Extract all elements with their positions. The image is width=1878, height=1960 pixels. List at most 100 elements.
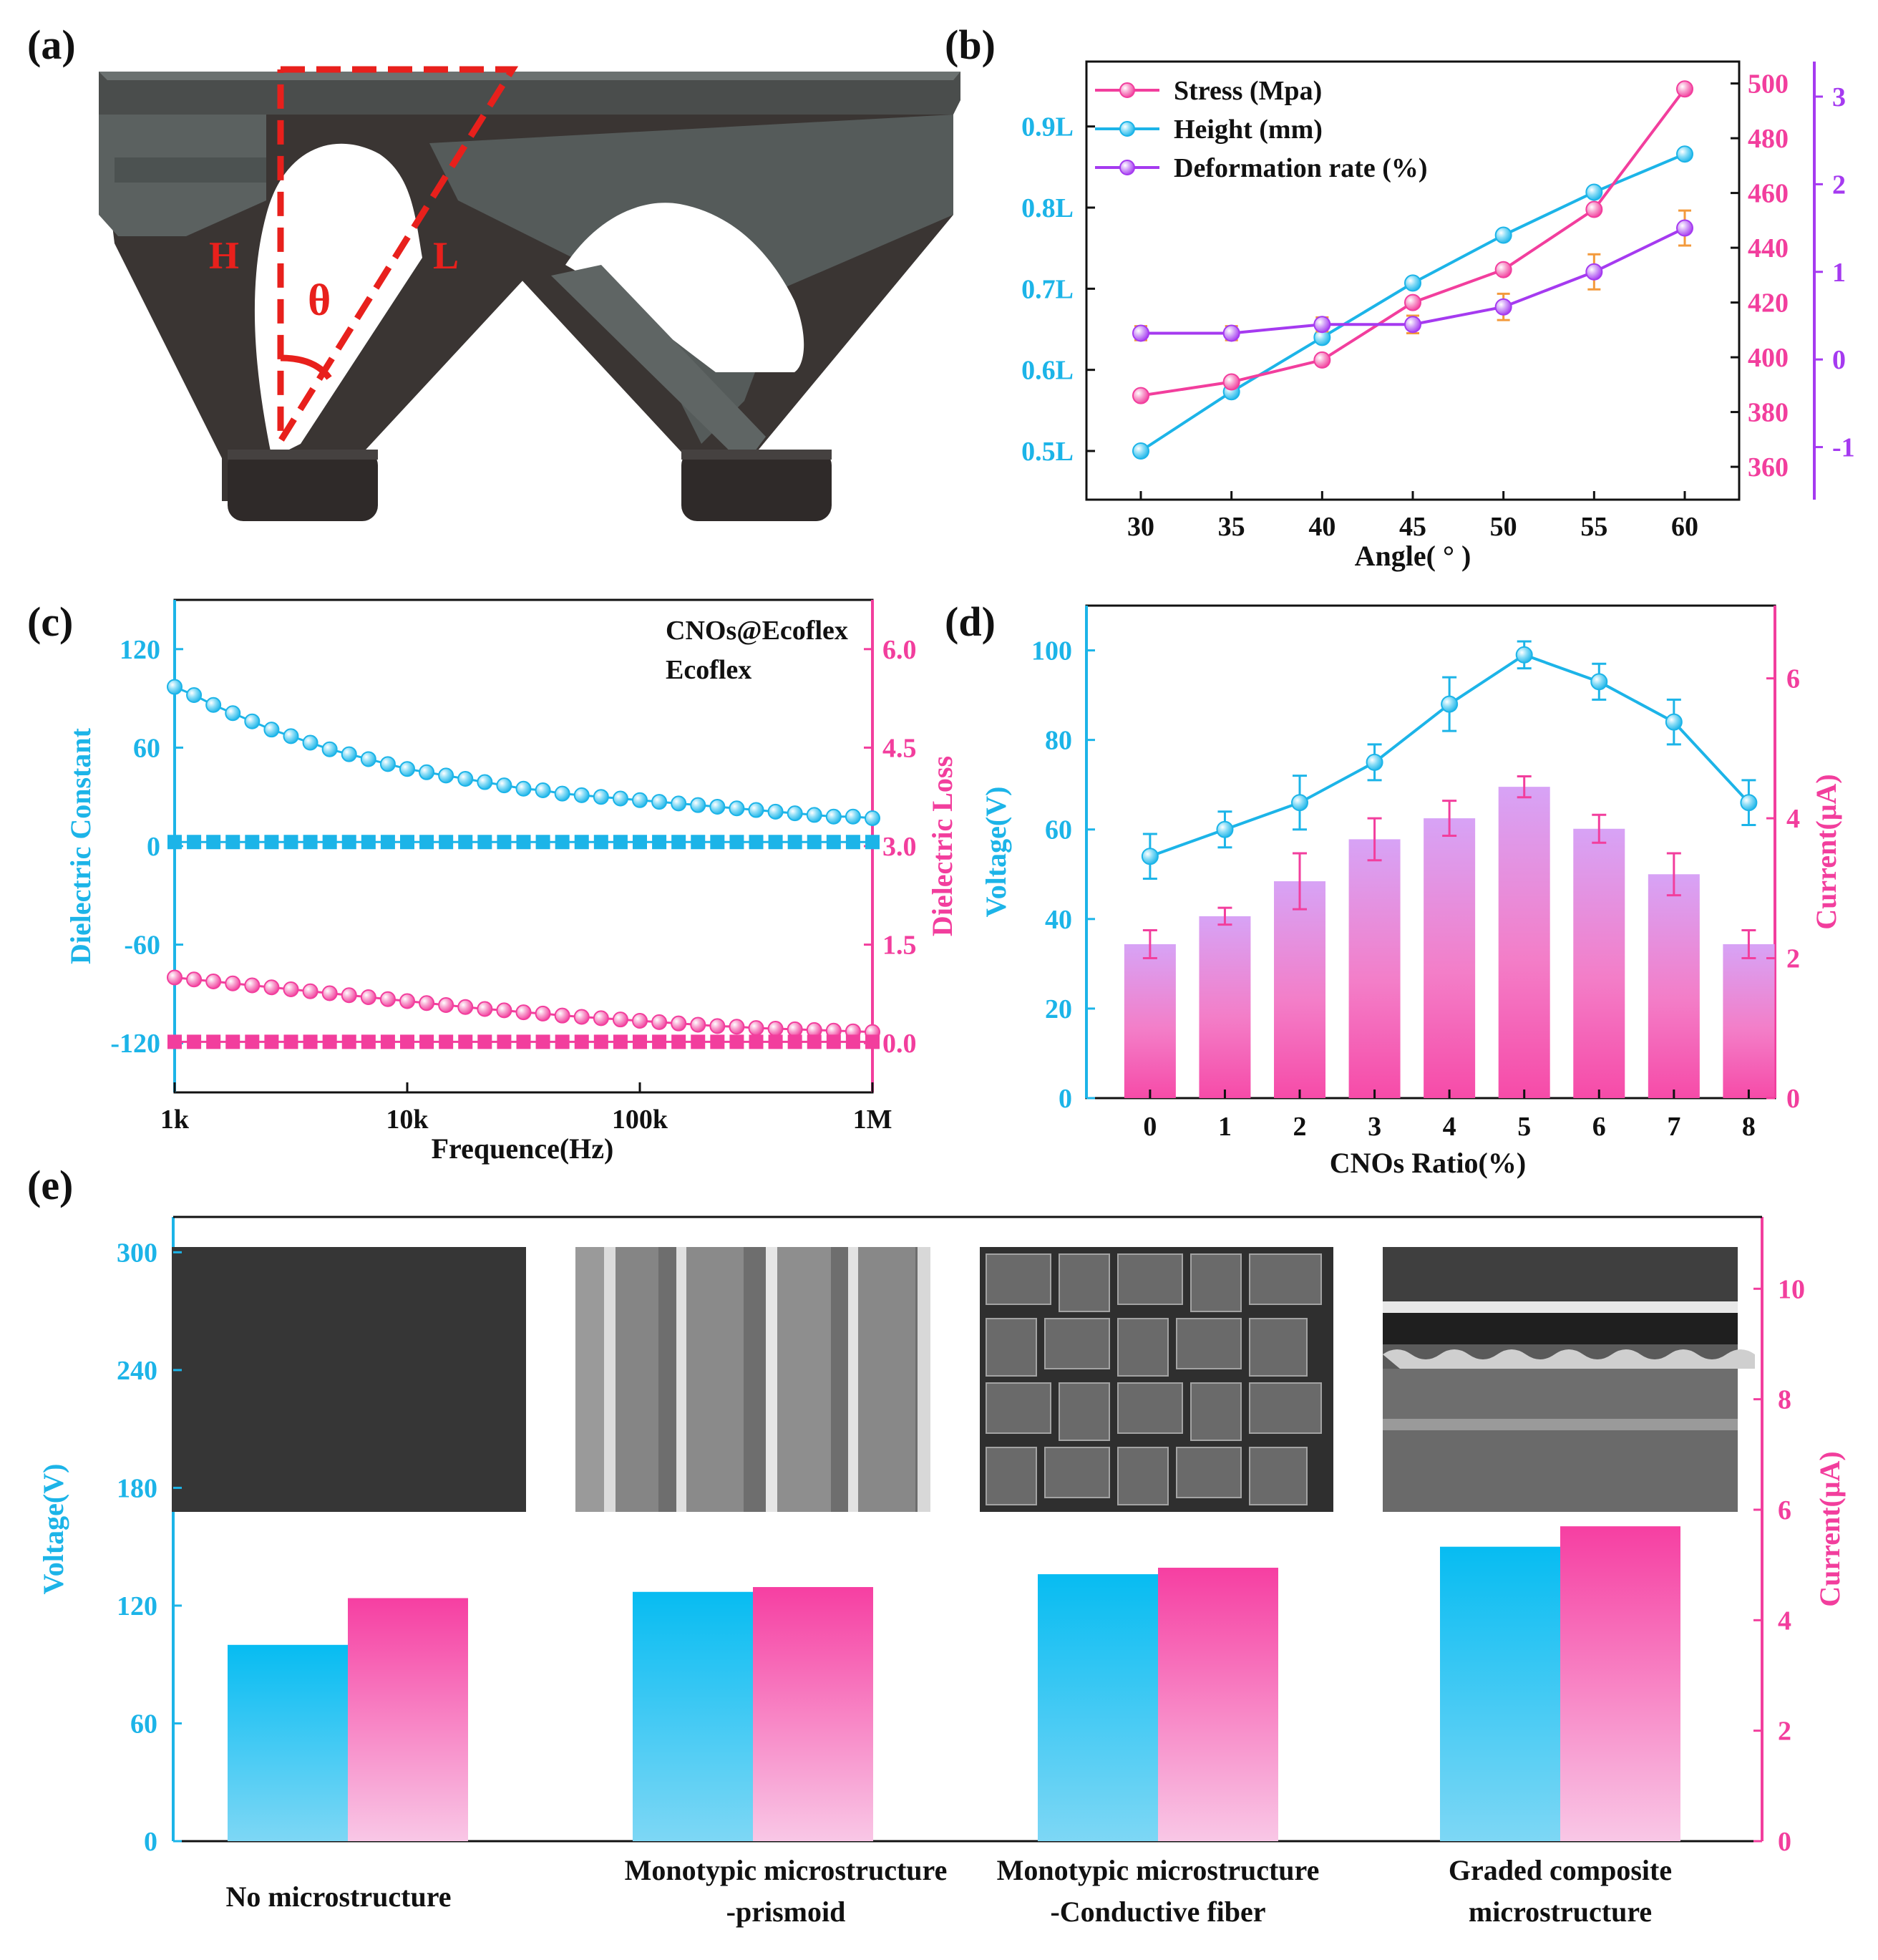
point-constant-cnos-ecoflex: [729, 800, 745, 817]
point-constant-cnos-ecoflex: [477, 774, 493, 790]
tick-label-angle: 40: [1308, 512, 1335, 542]
axis-stress-ticks: 360 380 400 420 440 460 480 500: [1731, 69, 1789, 482]
point-loss-cnos-ecoflex: [205, 973, 222, 989]
point-constant-ecoflex: [380, 835, 395, 850]
point-constant-cnos-ecoflex: [302, 734, 318, 751]
tick-label-stress: 500: [1748, 69, 1789, 100]
tick-label-height: 0.7L: [1021, 274, 1074, 304]
point-loss-cnos-ecoflex: [379, 991, 396, 1007]
tick-label-current: 0: [1786, 1084, 1800, 1114]
point-loss-cnos-ecoflex: [167, 969, 183, 986]
point-loss-ecoflex: [341, 1034, 356, 1049]
right-arch-opening: [565, 203, 804, 372]
point-constant-ecoflex: [865, 835, 880, 850]
tick-label-stress: 480: [1748, 124, 1789, 154]
point-voltage: [1515, 646, 1533, 664]
point-constant-cnos-ecoflex: [806, 807, 822, 823]
panel-label-b: (b): [945, 21, 996, 68]
point-constant-cnos-ecoflex: [379, 756, 396, 772]
axis-deformation-ticks: -1 0 1 2 3: [1814, 82, 1855, 463]
point-constant-ecoflex: [691, 835, 706, 850]
tick-label-cnos-ratio: 3: [1368, 1112, 1381, 1142]
point-voltage: [1740, 794, 1758, 812]
panel-label-a: (a): [27, 21, 76, 68]
point-loss-cnos-ecoflex: [457, 999, 474, 1015]
point-deformation: [1585, 263, 1603, 281]
bar-current: [1199, 916, 1251, 1098]
point-constant-cnos-ecoflex: [399, 761, 415, 777]
point-deformation: [1494, 298, 1512, 316]
point-height: [1132, 442, 1149, 460]
panel-a-structure-diagram: H L θ: [99, 66, 960, 521]
point-constant-cnos-ecoflex: [225, 705, 241, 722]
tick-label-dielectric-constant: -120: [110, 1029, 160, 1059]
point-loss-cnos-ecoflex: [244, 977, 261, 994]
sem-image-no-microstructure: [172, 1247, 526, 1512]
point-deformation: [1132, 324, 1149, 342]
point-constant-ecoflex: [826, 835, 841, 850]
point-loss-cnos-ecoflex: [515, 1004, 532, 1021]
point-height: [1404, 274, 1421, 292]
point-constant-cnos-ecoflex: [632, 792, 648, 808]
tick-label-voltage-e: 240: [117, 1356, 157, 1386]
legend-height: Height (mm): [1174, 115, 1323, 145]
point-loss-ecoflex: [516, 1034, 531, 1049]
point-voltage: [1216, 820, 1234, 838]
point-constant-ecoflex: [361, 835, 376, 850]
point-constant-ecoflex: [187, 835, 202, 850]
axis-angle-ticks: 30 35 40 45 50 55 60: [1127, 491, 1698, 542]
point-loss-ecoflex: [264, 1034, 279, 1049]
point-loss-ecoflex: [845, 1034, 860, 1049]
bar-voltage: [1038, 1574, 1158, 1841]
point-loss-ecoflex: [187, 1034, 202, 1049]
tick-label-current-e: 8: [1778, 1385, 1791, 1415]
point-height: [1494, 226, 1512, 244]
tick-label-voltage: 40: [1045, 905, 1072, 935]
point-constant-ecoflex: [555, 835, 570, 850]
point-loss-cnos-ecoflex: [671, 1015, 687, 1032]
tick-label-dielectric-loss: 4.5: [882, 733, 917, 763]
point-loss-cnos-ecoflex: [302, 983, 318, 999]
x-axis-title-angle: Angle( ° ): [1355, 540, 1471, 572]
point-voltage: [1441, 695, 1459, 713]
point-constant-cnos-ecoflex: [341, 746, 357, 762]
top-slab-highlight: [99, 72, 960, 80]
tick-label-dielectric-constant: -60: [124, 931, 160, 961]
c-series-layer: [167, 679, 880, 1049]
tick-label-cnos-ratio: 2: [1293, 1112, 1307, 1142]
bar-current: [1158, 1568, 1278, 1841]
axis-current-ticks-e: 0 2 4 6 8 10: [1753, 1274, 1805, 1857]
point-constant-ecoflex: [322, 835, 337, 850]
legend-stress: Stress (Mpa): [1174, 76, 1322, 106]
point-deformation: [1676, 219, 1693, 237]
category-label: Graded composite: [1449, 1854, 1672, 1886]
tick-label-voltage-e: 0: [144, 1827, 157, 1857]
tick-label-height: 0.5L: [1021, 437, 1074, 467]
point-loss-ecoflex: [691, 1034, 706, 1049]
d-current-bars: [1124, 775, 1775, 1098]
x-axis-title-frequency: Frequence(Hz): [432, 1132, 614, 1165]
point-loss-cnos-ecoflex: [535, 1005, 551, 1022]
point-loss-cnos-ecoflex: [612, 1011, 628, 1028]
point-loss-ecoflex: [400, 1034, 414, 1049]
bar-current: [1274, 881, 1326, 1098]
axis-voltage-ticks-e: 0 60 120 180 240 300: [117, 1238, 182, 1857]
tick-label-voltage-e: 60: [130, 1709, 157, 1739]
point-constant-cnos-ecoflex: [263, 722, 280, 738]
category-label: -Conductive fiber: [1050, 1896, 1265, 1928]
point-constant-ecoflex: [768, 835, 783, 850]
bar-current: [1348, 839, 1401, 1098]
point-loss-ecoflex: [574, 1034, 589, 1049]
point-constant-cnos-ecoflex: [865, 810, 880, 827]
point-loss-ecoflex: [710, 1034, 725, 1049]
point-loss-cnos-ecoflex: [787, 1021, 803, 1037]
left-ledge: [115, 157, 266, 183]
y-axis-title-dielectric-constant: Dielectric Constant: [64, 727, 97, 964]
point-loss-ecoflex: [865, 1034, 880, 1049]
point-loss-cnos-ecoflex: [767, 1021, 784, 1037]
tick-label-cnos-ratio: 8: [1742, 1112, 1756, 1142]
point-constant-cnos-ecoflex: [651, 794, 668, 810]
point-loss-ecoflex: [807, 1034, 822, 1049]
axis-frequency-ticks: 1k 10k 100k 1M: [160, 1082, 892, 1135]
